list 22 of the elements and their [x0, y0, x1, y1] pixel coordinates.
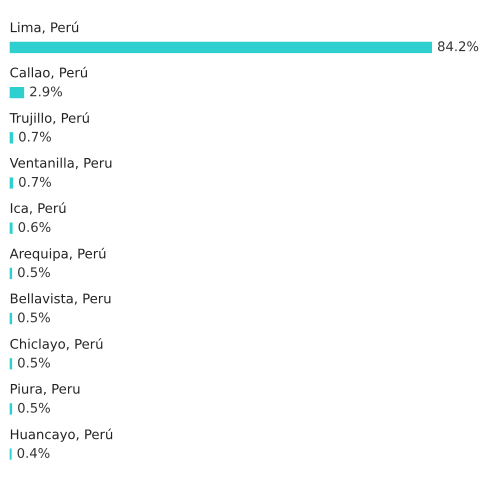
bar: [10, 86, 24, 98]
data-label: 0.5%: [18, 402, 50, 413]
y-tick-label: Arequipa, Perú: [10, 248, 106, 262]
y-tick-label: Piura, Peru: [10, 384, 80, 396]
y-tick-label: Callao, Perú: [10, 66, 87, 79]
data-label: 0.7%: [19, 176, 51, 187]
y-tick-label: Lima, Perú: [10, 22, 78, 34]
y-tick-label: Bellavista, Peru: [10, 293, 110, 305]
data-label: 0.5%: [18, 267, 50, 278]
y-tick-label: Ica, Perú: [10, 202, 66, 214]
bar: [10, 42, 432, 54]
data-label: 2.9%: [30, 86, 62, 96]
y-tick-label: Huancayo, Perú: [10, 428, 112, 442]
data-label: 0.7%: [19, 132, 51, 142]
y-tick-label: Chiclayo, Perú: [10, 338, 102, 352]
data-label: 0.5%: [18, 312, 50, 322]
y-tick-label: Trujillo, Perú: [10, 112, 89, 126]
y-tick-label: Ventanilla, Peru: [10, 158, 112, 170]
data-label: 84.2%: [438, 41, 478, 52]
data-label: 0.6%: [18, 222, 50, 232]
data-label: 0.5%: [18, 358, 50, 368]
data-label: 0.4%: [18, 448, 50, 458]
